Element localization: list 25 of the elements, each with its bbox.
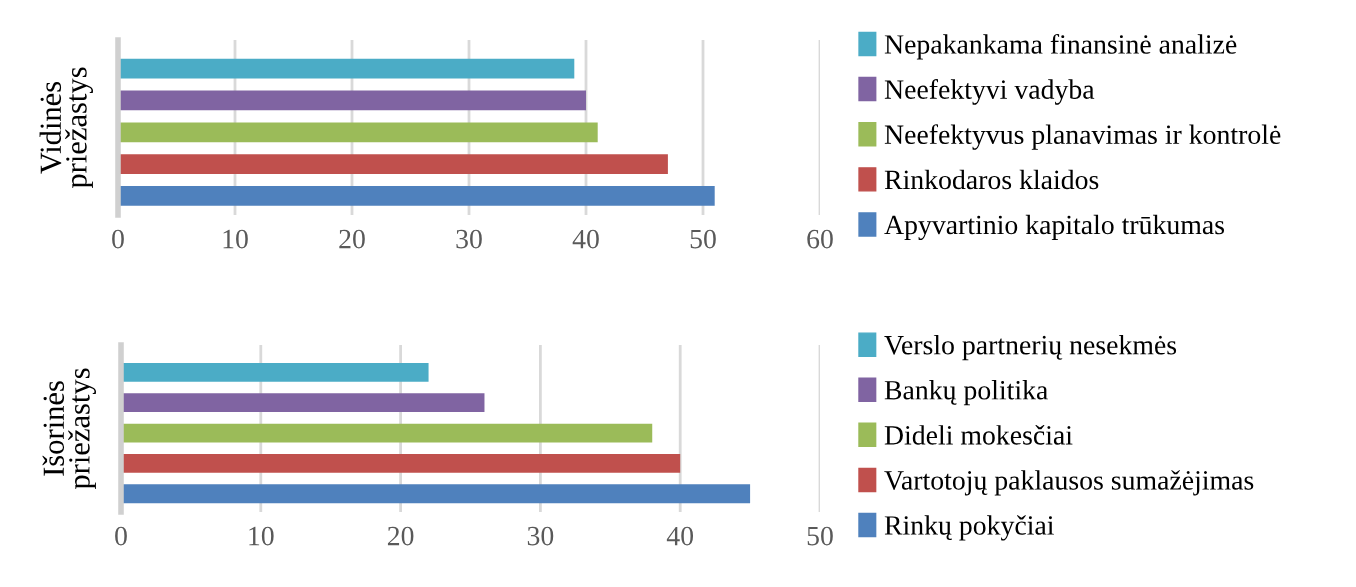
x-tick-label: 30 [527,526,554,546]
x-tick-label: 10 [249,526,274,546]
legend-label: Neefektyvi vadyba [884,79,1095,105]
x-tick-label: 50 [690,229,716,249]
text: Bankų politika [884,380,1048,406]
x-tick-label: 30 [456,229,482,249]
y-axis-title: Išorinės priežastys [42,368,96,490]
text: Vartotojų paklausos sumažėjimas [884,470,1254,496]
legend-label: Neefektyvus planavimas ir kontrolė [884,124,1281,150]
legend-label: Rinkodaros klaidos [884,169,1099,190]
legend-label: Apyvartinio kapitalo trūkumas [884,214,1225,241]
x-tick-label: 20 [339,229,365,249]
x-tick-label: 50 [807,526,833,546]
y-axis-title: Vidinės priežastys [39,67,93,189]
text: Dideli mokesčiai [884,425,1073,445]
x-tick-label: 40 [572,229,599,249]
text: Verslo partnerių nesekmės [884,334,1177,361]
legend-label: Nepakankama finansinė analizė [884,34,1237,60]
x-tick-label: 0 [115,526,127,546]
x-tick-label: 40 [666,526,694,546]
x-tick-label: 0 [112,229,124,249]
x-tick-label: 60 [807,229,833,249]
x-tick-label: 20 [387,526,414,546]
text: Rinkų pokyčiai [884,515,1054,541]
x-tick-label: 10 [223,229,248,249]
